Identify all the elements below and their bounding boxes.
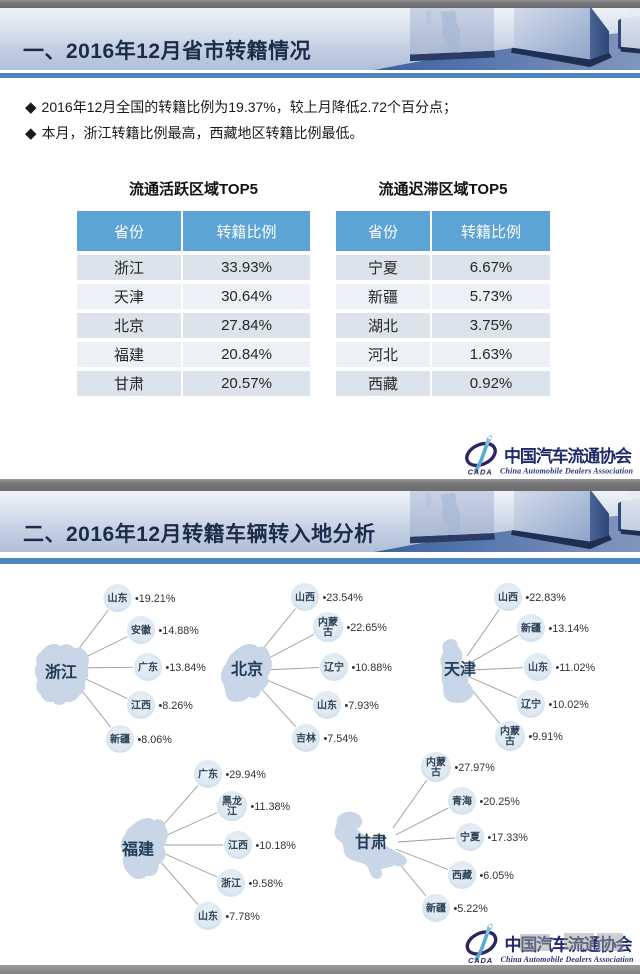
svg-text:福建: 福建 bbox=[121, 840, 154, 859]
svg-text:•14.88%: •14.88% bbox=[159, 625, 200, 637]
svg-text:•8.26%: •8.26% bbox=[159, 700, 194, 712]
svg-text:浙江: 浙江 bbox=[221, 877, 241, 890]
svg-text:古: 古 bbox=[431, 766, 441, 779]
svg-text:•13.84%: •13.84% bbox=[166, 662, 207, 674]
svg-text:山东: 山东 bbox=[317, 699, 337, 712]
svg-text:•7.54%: •7.54% bbox=[324, 733, 359, 745]
svg-text:•11.38%: •11.38% bbox=[251, 801, 291, 813]
svg-text:•27.97%: •27.97% bbox=[455, 762, 496, 774]
svg-text:•10.02%: •10.02% bbox=[549, 699, 590, 711]
svg-text:天津: 天津 bbox=[444, 661, 476, 679]
svg-text:内蒙: 内蒙 bbox=[500, 725, 520, 738]
svg-text:•9.91%: •9.91% bbox=[529, 731, 564, 743]
svg-text:内蒙: 内蒙 bbox=[318, 616, 338, 629]
svg-text:山西: 山西 bbox=[498, 591, 518, 604]
svg-text:•7.78%: •7.78% bbox=[226, 911, 261, 923]
svg-text:•19.21%: •19.21% bbox=[135, 593, 176, 605]
svg-text:宁夏: 宁夏 bbox=[460, 831, 481, 844]
svg-text:江西: 江西 bbox=[131, 699, 151, 712]
svg-text:山东: 山东 bbox=[108, 592, 128, 605]
svg-text:•5.22%: •5.22% bbox=[454, 903, 489, 915]
svg-text:广东: 广东 bbox=[138, 661, 158, 674]
svg-text:安徽: 安徽 bbox=[131, 624, 152, 637]
svg-text:新疆: 新疆 bbox=[426, 902, 446, 915]
svg-text:新疆: 新疆 bbox=[110, 733, 130, 746]
svg-text:内蒙: 内蒙 bbox=[426, 756, 446, 769]
svg-text:•20.25%: •20.25% bbox=[480, 796, 521, 808]
svg-text:广东: 广东 bbox=[198, 768, 218, 781]
svg-text:浙江: 浙江 bbox=[45, 663, 77, 682]
svg-text:山东: 山东 bbox=[528, 661, 548, 674]
svg-text:•10.18%: •10.18% bbox=[256, 840, 297, 852]
svg-text:新疆: 新疆 bbox=[521, 622, 541, 635]
svg-text:辽宁: 辽宁 bbox=[324, 661, 344, 674]
svg-text:古: 古 bbox=[505, 735, 515, 748]
svg-text:•8.06%: •8.06% bbox=[138, 734, 173, 746]
svg-text:北京: 北京 bbox=[231, 660, 263, 679]
svg-text:江: 江 bbox=[227, 805, 237, 818]
svg-text:•7.93%: •7.93% bbox=[345, 700, 380, 712]
svg-text:•23.54%: •23.54% bbox=[323, 592, 364, 604]
svg-text:•9.58%: •9.58% bbox=[249, 878, 284, 890]
svg-text:•17.33%: •17.33% bbox=[488, 832, 529, 844]
svg-text:江西: 江西 bbox=[228, 839, 248, 852]
svg-text:•11.02%: •11.02% bbox=[556, 662, 596, 674]
svg-text:山东: 山东 bbox=[198, 910, 218, 923]
svg-text:吉林: 吉林 bbox=[296, 732, 317, 745]
svg-text:西藏: 西藏 bbox=[452, 869, 472, 882]
svg-text:青海: 青海 bbox=[452, 795, 472, 808]
svg-text:•10.88%: •10.88% bbox=[352, 662, 393, 674]
svg-text:•22.83%: •22.83% bbox=[526, 592, 567, 604]
svg-text:•29.94%: •29.94% bbox=[226, 769, 267, 781]
svg-text:•22.65%: •22.65% bbox=[347, 622, 388, 634]
svg-text:•6.05%: •6.05% bbox=[480, 870, 515, 882]
svg-text:山西: 山西 bbox=[295, 591, 315, 604]
svg-text:辽宁: 辽宁 bbox=[521, 698, 541, 711]
svg-text:甘肃: 甘肃 bbox=[355, 834, 387, 852]
svg-text:•13.14%: •13.14% bbox=[549, 623, 590, 635]
svg-text:古: 古 bbox=[323, 626, 333, 639]
svg-text:黑龙: 黑龙 bbox=[222, 795, 242, 808]
